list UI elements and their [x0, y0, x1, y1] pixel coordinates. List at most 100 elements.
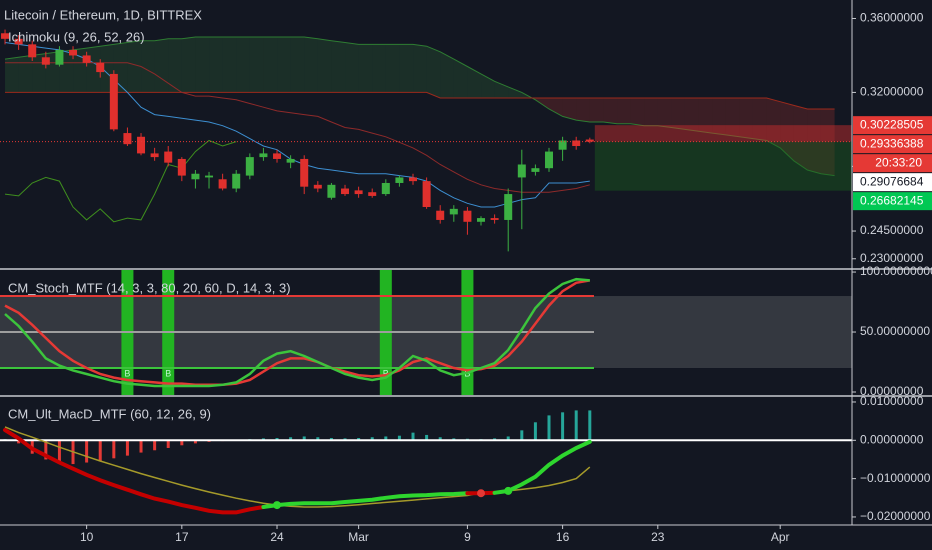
cloud-fill — [657, 97, 672, 128]
cloud-fill — [236, 36, 250, 93]
cloud-fill — [589, 97, 604, 122]
x-tick-label: Apr — [771, 530, 790, 544]
histogram-bar — [588, 410, 592, 441]
y-tick-label: 0.00000000 — [860, 432, 924, 446]
candle-body — [14, 38, 23, 45]
candle-body — [245, 157, 254, 176]
candle-body — [395, 177, 404, 183]
histogram-bar — [357, 438, 361, 441]
crossover-dot — [477, 489, 486, 498]
y-tick-label: 0.36000000 — [860, 11, 924, 25]
candle-body — [191, 173, 200, 180]
cloud-fill — [222, 36, 237, 93]
chart-title: Litecoin / Ethereum, 1D, BITTREX — [4, 7, 202, 22]
histogram-bar — [561, 412, 565, 441]
cloud-fill — [249, 36, 264, 93]
cloud-fill — [372, 44, 386, 93]
x-tick-label: 17 — [175, 530, 189, 544]
histogram-bar — [139, 440, 143, 453]
cloud-fill — [549, 97, 563, 117]
y-tick-label: 100.00000000 — [860, 264, 932, 278]
histogram-bar — [574, 410, 578, 441]
macd-line — [3, 428, 266, 515]
position-loss-zone — [594, 125, 852, 142]
cloud-fill — [617, 97, 631, 124]
price-tag — [853, 135, 932, 154]
y-tick-label: 0.32000000 — [860, 85, 924, 99]
cloud-fill — [304, 36, 318, 93]
cloud-fill — [603, 97, 618, 124]
price-tag-label: 0.30228505 — [860, 117, 924, 131]
cloud-fill — [684, 97, 699, 132]
candle-body — [313, 184, 322, 189]
y-tick-label: 50.00000000 — [860, 324, 930, 338]
histogram-bar — [438, 437, 442, 441]
cloud-fill — [712, 97, 726, 135]
cloud-fill — [290, 36, 305, 93]
histogram-bar — [153, 440, 157, 451]
histogram-bar — [44, 440, 48, 460]
candle-body — [409, 177, 418, 182]
histogram-bar — [289, 437, 293, 441]
price-tag — [853, 173, 932, 192]
signal-label: B — [124, 368, 130, 378]
histogram-bar — [397, 435, 401, 441]
cloud-fill — [413, 44, 427, 93]
candle-body — [504, 194, 513, 220]
cloud-fill — [807, 109, 821, 174]
candle-body — [436, 210, 445, 220]
candle-body — [463, 210, 472, 222]
histogram-bar — [302, 436, 306, 441]
candle-body — [232, 173, 241, 189]
position-profit-zone — [594, 141, 852, 191]
candle-body — [558, 140, 567, 150]
indicator-title: Ichimoku (9, 26, 52, 26) — [8, 29, 145, 44]
candle-body — [205, 175, 214, 178]
histogram-bar — [98, 440, 102, 462]
indicator-line — [5, 62, 590, 193]
x-tick-label: Mar — [348, 530, 369, 544]
cloud-fill — [5, 57, 19, 93]
cloud-fill — [820, 109, 835, 176]
candle-body — [490, 218, 499, 220]
candle-body — [572, 140, 581, 147]
histogram-bar — [547, 415, 551, 441]
candle-body — [137, 136, 146, 154]
crossover-dot — [504, 486, 513, 495]
candle-body — [449, 208, 458, 215]
histogram-bar — [125, 440, 129, 456]
price-tag-label: 0.26682145 — [860, 193, 924, 207]
histogram-bar — [411, 432, 415, 441]
candle-body — [381, 182, 390, 195]
x-tick-label: 16 — [556, 530, 570, 544]
x-tick-label: 9 — [464, 530, 471, 544]
candle-body — [286, 158, 295, 163]
stoch-line — [4, 279, 591, 387]
cloud-fill — [752, 97, 767, 141]
cloud-fill — [181, 36, 196, 93]
cloud-fill — [317, 38, 332, 93]
candle-body — [585, 139, 594, 142]
signal-label: B — [165, 368, 171, 378]
candle-body — [1, 33, 10, 39]
cloud-fill — [263, 36, 278, 93]
cloud-fill — [576, 97, 590, 122]
cloud-fill — [698, 97, 713, 134]
indicator-title: CM_Stoch_MTF (14, 3, 3, 80, 20, 60, D, 1… — [8, 280, 291, 295]
candle-body — [259, 153, 268, 158]
histogram-bar — [329, 438, 333, 441]
histogram-bar — [506, 436, 510, 441]
candle-body — [218, 179, 227, 189]
cloud-span — [5, 91, 835, 110]
cloud-fill — [277, 36, 291, 93]
axis-layer: 0.360000000.320000000.280000000.24500000… — [0, 11, 932, 544]
x-tick-label: 10 — [80, 530, 94, 544]
histogram-bar — [193, 440, 197, 444]
histogram-bar — [316, 437, 320, 441]
cloud-fill — [739, 97, 753, 139]
candle-body — [177, 158, 186, 176]
cloud-fill — [358, 44, 373, 93]
cloud-fill — [426, 46, 441, 98]
price-tag — [853, 116, 932, 135]
